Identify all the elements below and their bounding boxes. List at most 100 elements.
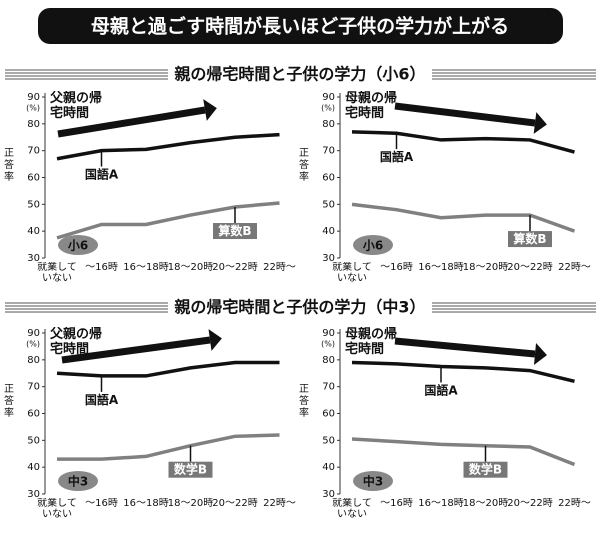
y-tick-label: 40 xyxy=(322,462,335,473)
x-tick-label: 20〜22時 xyxy=(212,262,258,273)
y-tick-label: 50 xyxy=(322,199,335,210)
x-tick-label-box: 18〜20時 xyxy=(462,498,509,509)
series-label-bg xyxy=(463,461,508,478)
y-tick-label: 70 xyxy=(322,382,335,393)
x-tick-label: 18〜20時 xyxy=(167,498,214,509)
y-tick-label: 50 xyxy=(322,435,335,446)
badge: 中3 xyxy=(68,474,88,489)
trend-arrow xyxy=(394,102,536,127)
series-line xyxy=(56,201,280,240)
badge-bg xyxy=(353,471,393,491)
y-axis-label-box: 正答率 xyxy=(299,148,309,183)
x-tick-label-box: 就業していない xyxy=(37,262,77,284)
x-tick-label-box: 就業していない xyxy=(332,262,372,284)
x-tick-label-box: 〜16時 xyxy=(85,498,118,509)
badge: 小6 xyxy=(68,238,88,253)
x-tick-label: 20〜22時 xyxy=(212,498,258,509)
x-tick-label: 22時〜 xyxy=(558,498,591,509)
x-tick-label: 18〜20時 xyxy=(462,262,509,273)
y-tick-label: 70 xyxy=(27,146,40,157)
x-tick-label: 22時〜 xyxy=(263,498,296,509)
y-tick-label: 80 xyxy=(27,355,40,366)
y-unit: (%) xyxy=(321,104,335,113)
x-tick-label-box: 〜16時 xyxy=(380,262,413,273)
y-tick-label: 80 xyxy=(322,119,335,130)
annotation: 父親の帰宅時間 xyxy=(50,91,103,121)
y-tick-label: 90 xyxy=(322,92,335,103)
y-tick-label: 90 xyxy=(27,92,40,103)
y-axis-label-box: 正答率 xyxy=(4,148,14,183)
y-axis-label-box: 正答率 xyxy=(299,383,309,419)
annotation-box: 父親の帰宅時間 xyxy=(50,91,103,121)
y-tick-label: 80 xyxy=(322,355,335,366)
y-axis-label: 正答率 xyxy=(299,383,309,419)
series-label-bg xyxy=(79,391,124,408)
x-tick-label-box: 16〜18時 xyxy=(123,262,169,273)
x-tick-label: 16〜18時 xyxy=(123,262,169,273)
series-label: 国語A xyxy=(380,149,414,164)
title-bar xyxy=(38,8,563,44)
y-tick-label: 50 xyxy=(27,199,40,210)
y-tick-label: 90 xyxy=(322,328,335,339)
series-label-bg xyxy=(213,223,257,240)
trend-arrow xyxy=(57,106,206,138)
series-line xyxy=(351,437,576,467)
x-tick-label-box: 18〜20時 xyxy=(462,262,509,273)
y-tick-label: 60 xyxy=(27,173,40,184)
series-label: 数学B xyxy=(469,462,502,477)
x-tick-label: 就業していない xyxy=(37,262,77,284)
x-tick-label-box: 就業していない xyxy=(37,498,77,520)
x-tick-label: 〜16時 xyxy=(85,262,118,273)
y-tick-label: 50 xyxy=(27,435,40,446)
badge-bg xyxy=(58,471,98,491)
x-tick-label: 〜16時 xyxy=(380,498,413,509)
x-tick-label-box: 20〜22時 xyxy=(212,498,258,509)
y-tick-label: 30 xyxy=(322,253,335,264)
annotation: 母親の帰宅時間 xyxy=(345,327,398,357)
trend-arrow-head xyxy=(208,329,222,351)
y-tick-label: 40 xyxy=(322,226,335,237)
y-unit: (%) xyxy=(321,340,335,349)
x-tick-label: 就業していない xyxy=(332,498,372,520)
x-tick-label-box: 22時〜 xyxy=(558,262,591,273)
x-tick-label-box: 22時〜 xyxy=(263,262,296,273)
x-tick-label-box: 16〜18時 xyxy=(123,498,169,509)
y-tick-label: 40 xyxy=(27,226,40,237)
annotation-box: 父親の帰宅時間 xyxy=(50,327,103,357)
x-tick-label: 就業していない xyxy=(37,498,77,520)
x-tick-label: 18〜20時 xyxy=(462,498,509,509)
series-label-bg xyxy=(374,149,419,166)
y-tick-label: 60 xyxy=(322,173,335,184)
x-tick-label-box: 20〜22時 xyxy=(507,262,553,273)
series-line xyxy=(56,132,280,161)
x-tick-label: 20〜22時 xyxy=(507,262,553,273)
trend-arrow-head xyxy=(203,99,217,121)
trend-arrow-head xyxy=(533,112,547,134)
y-tick-label: 90 xyxy=(27,328,40,339)
x-tick-label-box: 18〜20時 xyxy=(167,498,214,509)
badge: 小6 xyxy=(363,238,383,253)
page-title: 母親と過ごす時間が長いほど子供の学力が上がる xyxy=(91,15,509,38)
annotation-box: 母親の帰宅時間 xyxy=(345,91,397,121)
trend-arrow-head xyxy=(533,343,547,365)
series-label-bg xyxy=(419,382,463,399)
series-line xyxy=(56,360,280,378)
y-unit: (%) xyxy=(26,340,40,349)
x-tick-label-box: 22時〜 xyxy=(263,498,296,509)
series-label: 国語A xyxy=(85,392,119,407)
section-heading: 親の帰宅時間と子供の学力（中3） xyxy=(174,298,425,317)
series-label: 算数B xyxy=(513,231,546,246)
y-tick-label: 80 xyxy=(27,119,40,130)
x-tick-label-box: 22時〜 xyxy=(558,498,591,509)
x-tick-label: 22時〜 xyxy=(263,262,296,273)
x-tick-label: 16〜18時 xyxy=(123,498,169,509)
section-heading-deco xyxy=(5,69,596,313)
y-tick-label: 30 xyxy=(27,253,40,264)
series-label: 算数B xyxy=(218,223,251,238)
annotation: 父親の帰宅時間 xyxy=(50,327,103,357)
series-line xyxy=(351,130,575,154)
y-axis-label: 正答率 xyxy=(4,383,14,419)
badge: 中3 xyxy=(363,474,383,489)
series-label-bg xyxy=(168,461,213,478)
